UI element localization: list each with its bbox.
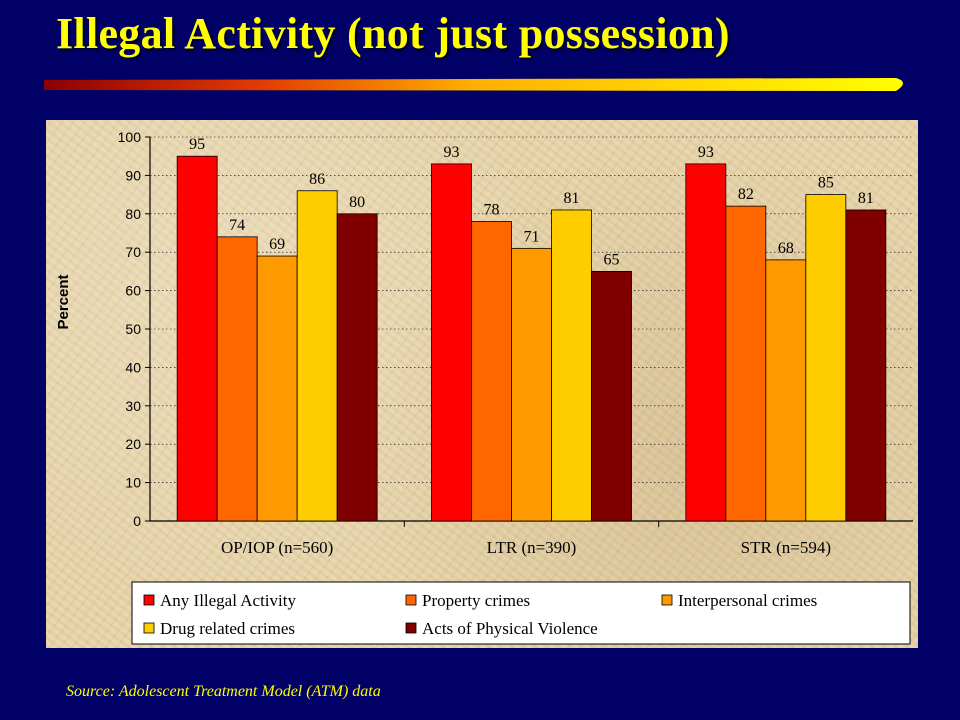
x-tick-label: STR (n=594) — [741, 538, 831, 557]
y-tick-label: 70 — [125, 244, 141, 260]
data-label: 81 — [564, 190, 580, 207]
legend-label: Drug related crimes — [160, 619, 295, 638]
bar — [336, 213, 378, 522]
legend-label: Acts of Physical Violence — [422, 619, 598, 638]
legend-label: Interpersonal crimes — [678, 591, 817, 610]
data-label: 65 — [604, 251, 620, 268]
legend-box — [131, 581, 911, 645]
y-tick-label: 0 — [133, 513, 141, 529]
y-tick-label: 60 — [125, 283, 141, 299]
data-label: 69 — [269, 236, 285, 253]
bar — [685, 163, 727, 522]
bar — [551, 209, 592, 522]
data-labels: 95 74 69 86 80 93 78 71 81 65 93 82 68 85 81 — [189, 136, 874, 268]
x-tick-label: OP/IOP (n=560) — [221, 538, 333, 557]
legend: Any Illegal Activity Property crimes Inter… — [131, 581, 911, 645]
data-label: 85 — [818, 175, 834, 192]
data-label: 82 — [738, 186, 754, 203]
bar — [296, 190, 338, 522]
bar — [216, 236, 258, 522]
data-label: 74 — [229, 217, 245, 234]
legend-label: Property crimes — [422, 591, 530, 610]
y-tick-label: 100 — [118, 129, 142, 145]
data-label: 93 — [444, 144, 460, 161]
bar — [591, 270, 632, 522]
legend-label: Any Illegal Activity — [160, 591, 296, 610]
legend-swatch — [143, 594, 155, 606]
bar — [256, 255, 298, 522]
chart-panel: 0 10 20 30 40 50 60 70 80 90 100 95 74 69 86 80 93 78 71 8… — [46, 120, 918, 648]
x-tick-labels: OP/IOP (n=560) LTR (n=390) STR (n=594) — [221, 538, 831, 557]
y-tick-label: 80 — [125, 206, 141, 222]
bar — [511, 247, 552, 522]
data-label: 71 — [524, 228, 540, 245]
bar — [431, 163, 472, 522]
y-tick-label: 10 — [125, 475, 141, 491]
legend-swatch — [661, 594, 673, 606]
y-tick-label: 20 — [125, 436, 141, 452]
data-label: 78 — [484, 201, 500, 218]
legend-swatch — [405, 594, 417, 606]
bar — [176, 155, 218, 522]
y-tick-label: 90 — [125, 167, 141, 183]
bar — [725, 205, 767, 522]
title-underline — [44, 78, 903, 91]
bars — [176, 155, 887, 522]
data-label: 81 — [858, 190, 874, 207]
y-tick-label: 40 — [125, 359, 141, 375]
legend-swatch — [405, 622, 417, 634]
bar — [845, 209, 887, 522]
legend-swatch — [143, 622, 155, 634]
data-label: 93 — [698, 144, 714, 161]
data-label: 86 — [309, 171, 325, 188]
bar — [471, 221, 512, 522]
data-label: 95 — [189, 136, 205, 153]
source-note: Source: Adolescent Treatment Model (ATM)… — [66, 683, 381, 700]
bar — [805, 194, 847, 522]
y-axis-label: Percent — [55, 274, 72, 329]
slide-title: Illegal Activity (not just possession) — [56, 9, 730, 58]
y-tick-label: 30 — [125, 398, 141, 414]
x-tick-label: LTR (n=390) — [487, 538, 577, 557]
y-tick-label: 50 — [125, 321, 141, 337]
data-label: 68 — [778, 240, 794, 257]
bar-chart: 0 10 20 30 40 50 60 70 80 90 100 95 74 69 86 80 93 78 71 8… — [55, 129, 913, 645]
bar — [765, 259, 807, 522]
data-label: 80 — [349, 194, 365, 211]
